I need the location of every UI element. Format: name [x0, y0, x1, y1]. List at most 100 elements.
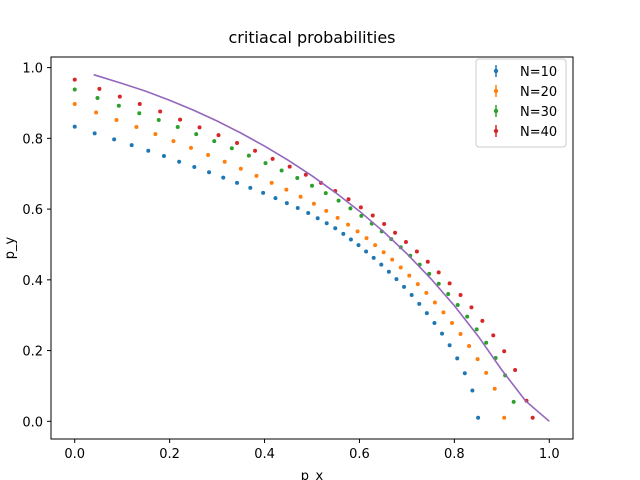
data-point-n20: [424, 290, 429, 295]
data-point-n10: [476, 415, 481, 420]
data-point-n20: [114, 117, 119, 122]
data-point-n30: [336, 198, 341, 203]
data-point-n10: [417, 301, 422, 306]
data-point-n10: [462, 371, 467, 376]
data-point-n40: [403, 239, 408, 244]
data-point-n30: [436, 281, 441, 286]
data-point-n20: [254, 173, 259, 178]
data-point-n20: [269, 180, 274, 185]
data-point-n30: [484, 340, 489, 345]
data-point-n20: [484, 370, 489, 375]
legend-label: N=10: [520, 65, 557, 80]
data-point-n40: [287, 164, 292, 169]
data-point-n30: [137, 111, 142, 116]
data-point-n20: [94, 110, 99, 115]
data-point-n10: [440, 331, 445, 336]
data-point-n10: [409, 293, 414, 298]
data-point-n40: [491, 333, 496, 338]
data-point-n40: [253, 148, 258, 153]
data-point-n10: [379, 262, 384, 267]
x-tick-label: 0.6: [349, 447, 370, 462]
data-point-n20: [72, 102, 77, 107]
legend-box: [475, 58, 567, 148]
data-point-n10: [348, 237, 353, 242]
x-tick-label: 0.0: [64, 447, 85, 462]
data-point-n10: [284, 201, 289, 206]
data-point-n10: [432, 320, 437, 325]
y-axis: 0.0 0.2 0.4 0.6 0.8 1.0: [22, 62, 51, 430]
data-point-n10: [235, 180, 240, 185]
x-tick-label: 0.4: [254, 447, 275, 462]
data-point-n40: [480, 318, 485, 323]
data-point-n20: [346, 222, 351, 227]
data-point-n40: [458, 293, 463, 298]
data-point-n30: [295, 175, 300, 180]
data-point-n10: [146, 148, 151, 153]
data-point-n20: [475, 357, 480, 362]
x-tick-label: 0.2: [159, 447, 180, 462]
data-point-n20: [441, 310, 446, 315]
data-point-n30: [246, 153, 251, 158]
data-point-n40: [513, 368, 518, 373]
data-point-n30: [95, 96, 100, 101]
data-point-n10: [221, 175, 226, 180]
data-point-n10: [470, 388, 475, 393]
legend-label: N=20: [520, 85, 557, 100]
x-axis-title: p_x: [301, 469, 324, 480]
data-point-n40: [235, 140, 240, 145]
data-point-n30: [116, 103, 121, 108]
data-point-n10: [192, 165, 197, 170]
data-point-n10: [112, 137, 117, 142]
data-point-n20: [415, 282, 420, 287]
data-point-n30: [72, 87, 77, 92]
data-point-n20: [407, 273, 412, 278]
data-point-n10: [371, 255, 376, 260]
data-point-n40: [178, 117, 183, 122]
data-point-n10: [324, 221, 329, 226]
data-point-n30: [446, 291, 451, 296]
data-point-n40: [97, 86, 102, 91]
data-point-n30: [212, 139, 217, 144]
data-point-n10: [248, 185, 253, 190]
data-point-n10: [129, 143, 134, 148]
data-point-n20: [298, 194, 303, 199]
y-tick-label: 1.0: [22, 62, 43, 77]
chart-title: critiacal probabilities: [229, 28, 396, 47]
data-point-n30: [175, 125, 180, 130]
data-point-n30: [323, 191, 328, 196]
data-point-n30: [156, 117, 161, 122]
y-tick-label: 0.8: [22, 132, 43, 147]
data-point-n10: [306, 210, 311, 215]
data-point-n20: [502, 415, 507, 420]
legend-marker-dot: [493, 128, 499, 134]
data-point-n20: [324, 208, 329, 213]
data-point-n40: [382, 221, 387, 226]
data-point-n40: [346, 197, 351, 202]
data-point-n30: [455, 302, 460, 307]
data-point-n10: [386, 269, 391, 274]
x-tick-label: 1.0: [539, 447, 560, 462]
data-point-n20: [364, 236, 369, 241]
data-point-n20: [432, 300, 437, 305]
data-point-n20: [153, 132, 158, 137]
data-point-n10: [333, 226, 338, 231]
data-point-n30: [511, 399, 516, 404]
data-point-n10: [356, 243, 361, 248]
data-point-n10: [424, 311, 429, 316]
data-point-n20: [381, 250, 386, 255]
series-line: [93, 73, 550, 422]
legend-label: N=30: [520, 105, 557, 120]
data-point-n30: [465, 314, 470, 319]
data-point-n20: [492, 386, 497, 391]
data-point-n10: [315, 216, 320, 221]
data-point-n40: [197, 125, 202, 130]
data-point-n40: [530, 415, 535, 420]
data-point-n30: [263, 161, 268, 166]
y-axis-title: p_y: [3, 236, 18, 259]
data-point-n30: [229, 146, 234, 151]
plot-area: [50, 56, 574, 440]
legend-marker-dot: [493, 68, 499, 74]
data-point-n20: [449, 320, 454, 325]
data-point-n20: [355, 229, 360, 234]
